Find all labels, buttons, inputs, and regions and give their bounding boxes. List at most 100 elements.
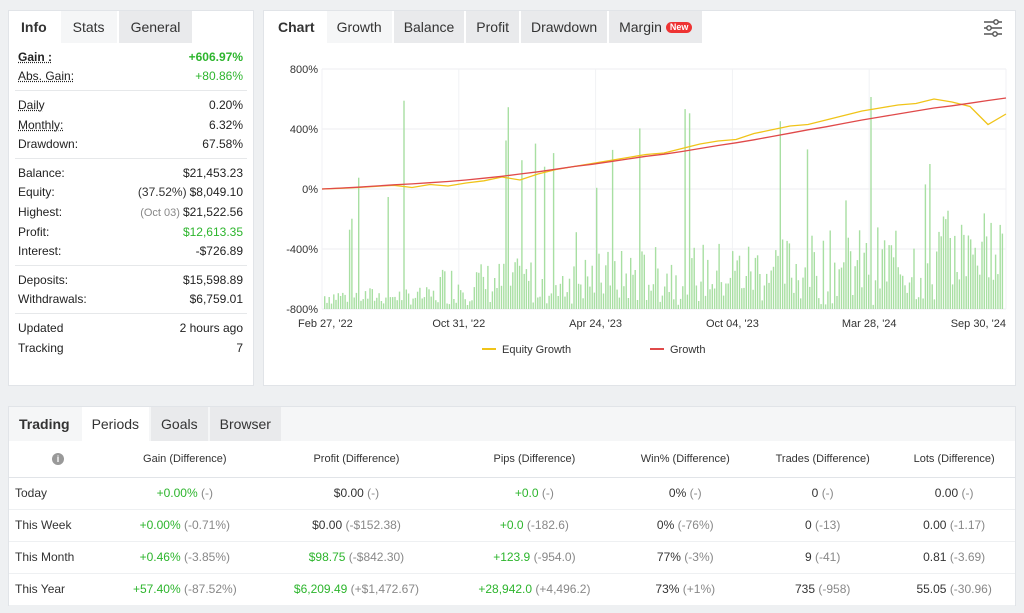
chart-bar (373, 300, 376, 309)
chart-bar (525, 269, 528, 309)
cell-diff: (-) (821, 486, 834, 500)
chart-bar (763, 285, 766, 309)
chart-bar (380, 301, 383, 309)
cell-diff: (-$152.38) (345, 518, 401, 532)
stat-value-wrap: +80.86% (195, 69, 243, 83)
chart-bar (460, 290, 462, 309)
chart-bar (593, 292, 596, 309)
stats-list: Gain : +606.97% Abs. Gain: +80.86% Daily 0.20… (9, 43, 253, 361)
tab-periods[interactable]: Periods (81, 407, 150, 441)
stat-value-wrap: 2 hours ago (180, 321, 243, 335)
stat-value: $21,453.23 (182, 165, 243, 180)
chart-bar (430, 296, 432, 309)
tab-balance[interactable]: Balance (393, 11, 465, 43)
chart-bar (942, 216, 945, 309)
stat-value-wrap: $21,453.23 (183, 166, 243, 180)
stat-label: Updated (18, 320, 64, 335)
tab-margin[interactable]: Margin New (609, 11, 703, 43)
stat-label[interactable]: Daily (18, 97, 45, 112)
table-row: Today +0.00% (-) $0.00 (-) +0.0 (-) 0% (-) 0 … (9, 477, 1015, 510)
chart-bar (698, 301, 700, 309)
chart-bar (888, 245, 890, 309)
chart-bar (482, 276, 485, 309)
chart-bar (369, 288, 371, 309)
stat-row: Equity: (37.52%) $8,049.10 (15, 183, 247, 203)
sliders-icon[interactable] (983, 19, 1003, 37)
tab-drawdown[interactable]: Drawdown (520, 11, 608, 43)
tab-goals[interactable]: Goals (151, 407, 208, 441)
chart-bar (471, 300, 473, 309)
chart-bar (453, 299, 455, 309)
tab-chart[interactable]: Chart (268, 11, 325, 43)
tab-info[interactable]: Info (9, 11, 59, 43)
tab-growth[interactable]: Growth (326, 11, 392, 43)
stat-value: 2 hours ago (179, 320, 243, 335)
chart-bar (849, 251, 852, 309)
chart-bar (602, 293, 605, 309)
chart-bar (450, 270, 453, 309)
tab-general[interactable]: General (118, 11, 193, 43)
table-cell: +57.40% (-87.52%) (107, 573, 263, 606)
chart-bar (843, 262, 845, 309)
chart-bar (994, 254, 997, 309)
stat-label[interactable]: Monthly: (18, 117, 64, 132)
chart-bar (435, 300, 437, 309)
stat-note: (37.52%) (137, 185, 187, 200)
chart-bar (605, 265, 607, 309)
chart-bar (818, 298, 820, 309)
chart-bar (398, 291, 401, 309)
stat-group: Gain : +606.97% Abs. Gain: +80.86% (15, 43, 247, 92)
chart-bar (648, 284, 650, 309)
tab-profit[interactable]: Profit (466, 11, 519, 43)
chart-bar (566, 292, 568, 309)
chart-bar (650, 290, 652, 309)
stat-value-wrap: 6.32% (209, 118, 243, 132)
chart-bar (641, 251, 643, 309)
chart-bar (979, 274, 981, 309)
cell-diff: (-1.17) (949, 518, 986, 532)
info-icon[interactable]: i (52, 452, 64, 465)
chart-bar (575, 232, 577, 309)
cell-diff: (-0.71%) (184, 518, 231, 532)
cell-diff: (-30.96) (949, 582, 992, 596)
stat-group: Updated 2 hours ago Tracking 7 (15, 314, 247, 361)
chart-bar (627, 298, 630, 309)
chart-bar (358, 177, 360, 309)
chart-bar (790, 277, 793, 309)
chart-bar (766, 273, 768, 309)
tab-browser[interactable]: Browser (209, 407, 281, 441)
chart-bar (505, 140, 507, 309)
chart-bar (419, 287, 421, 309)
stat-label[interactable]: Gain : (18, 49, 53, 64)
chart-bar (877, 227, 879, 309)
chart-bar (881, 249, 883, 309)
chart-bar (491, 291, 494, 309)
x-tick-label: Sep 30, '24 (951, 318, 1006, 330)
table-row: This Month +0.46% (-3.85%) $98.75 (-$842.3… (9, 541, 1015, 574)
chart-bar (625, 273, 627, 309)
chart-bar (988, 277, 990, 309)
chart-bar (992, 279, 995, 309)
chart-bar (720, 282, 723, 309)
stat-value: 6.32% (208, 117, 243, 132)
chart-bar (734, 270, 736, 309)
chart-bar (348, 229, 351, 309)
chart-bar (972, 254, 974, 309)
chart-bar (965, 276, 967, 309)
chart-bar (503, 263, 505, 309)
chart-bar (528, 280, 530, 309)
chart-bar (688, 113, 691, 309)
tab-stats[interactable]: Stats (60, 11, 117, 43)
chart-bar (614, 261, 616, 309)
chart-bar (895, 230, 897, 309)
stat-value-wrap: 67.58% (202, 137, 243, 151)
chart-bar (922, 298, 924, 309)
chart-bar (416, 291, 419, 309)
tab-trading[interactable]: Trading (9, 407, 80, 441)
chart-bar (464, 299, 466, 309)
chart-bar (437, 302, 439, 309)
chart-bar (677, 304, 679, 309)
stat-label[interactable]: Abs. Gain: (18, 69, 75, 84)
chart-bar (652, 284, 655, 309)
x-tick-label: Feb 27, '22 (298, 318, 353, 330)
